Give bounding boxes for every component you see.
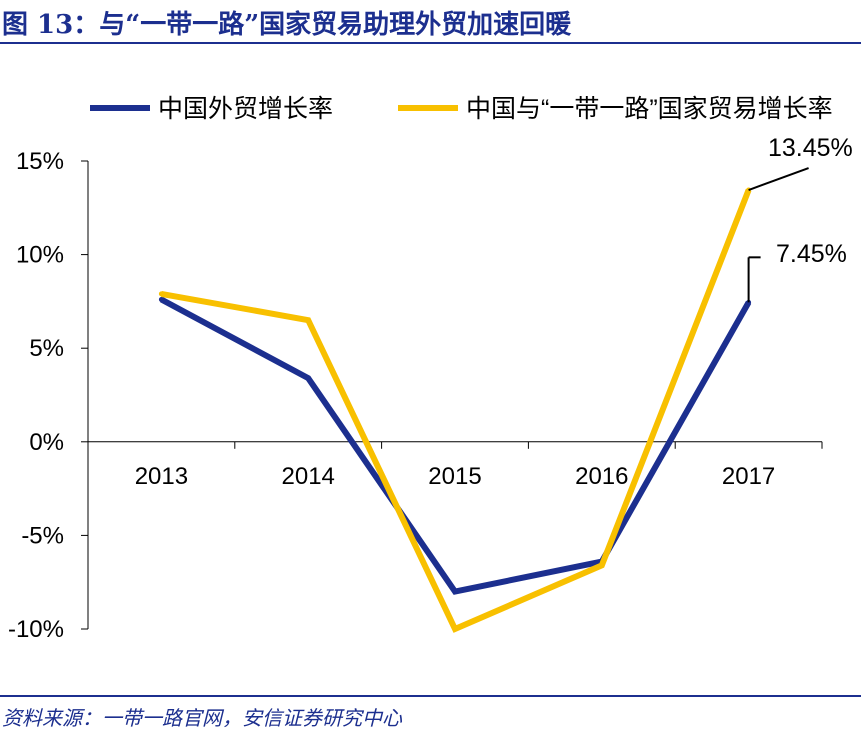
data-point-series-1 [305,375,311,381]
data-point-series-1 [158,297,164,303]
y-tick-label: 5% [29,335,64,362]
data-point-series-2 [158,291,164,297]
x-tick-label: 2013 [135,463,188,490]
y-tick-label: -10% [8,616,64,643]
source-note: 资料来源：一带一路官网，安信证券研究中心 [2,706,402,730]
figure-title: 图 13：与“一带一路”国家贸易助理外贸加速回暖 [2,10,572,40]
data-point-series-2 [305,317,311,323]
series-line-2 [160,188,752,633]
series-line-1 [159,296,752,595]
x-tick-label: 2016 [575,463,628,490]
figure-title-bar: 图 13：与“一带一路”国家贸易助理外贸加速回暖 [0,0,861,44]
x-tick-label: 2014 [282,463,335,490]
legend-label-2: 中国与“一带一路”国家贸易增长率 [466,95,833,123]
data-point-series-1 [452,589,458,595]
line-chart: -10% -5% 0% 5% 10% 15% 2013 2014 2015 2016 2017 中国外… [8,95,853,643]
legend-label-1: 中国外贸增长率 [158,95,333,123]
y-tick-label: 0% [29,429,64,456]
y-tick-label: 10% [16,242,64,269]
y-tick-label: -5% [21,522,64,549]
x-tick-label: 2015 [428,463,481,490]
y-tick-label: 15% [16,148,64,175]
data-point-series-2 [452,626,458,632]
x-tick-label: 2017 [722,463,775,490]
footer-divider [0,695,861,697]
data-point-series-2 [599,562,605,568]
annotation-leader-line [748,167,809,191]
title-divider [0,42,861,44]
data-label-annotation: 7.45% [776,240,847,268]
data-label-annotation: 13.45% [768,134,853,162]
